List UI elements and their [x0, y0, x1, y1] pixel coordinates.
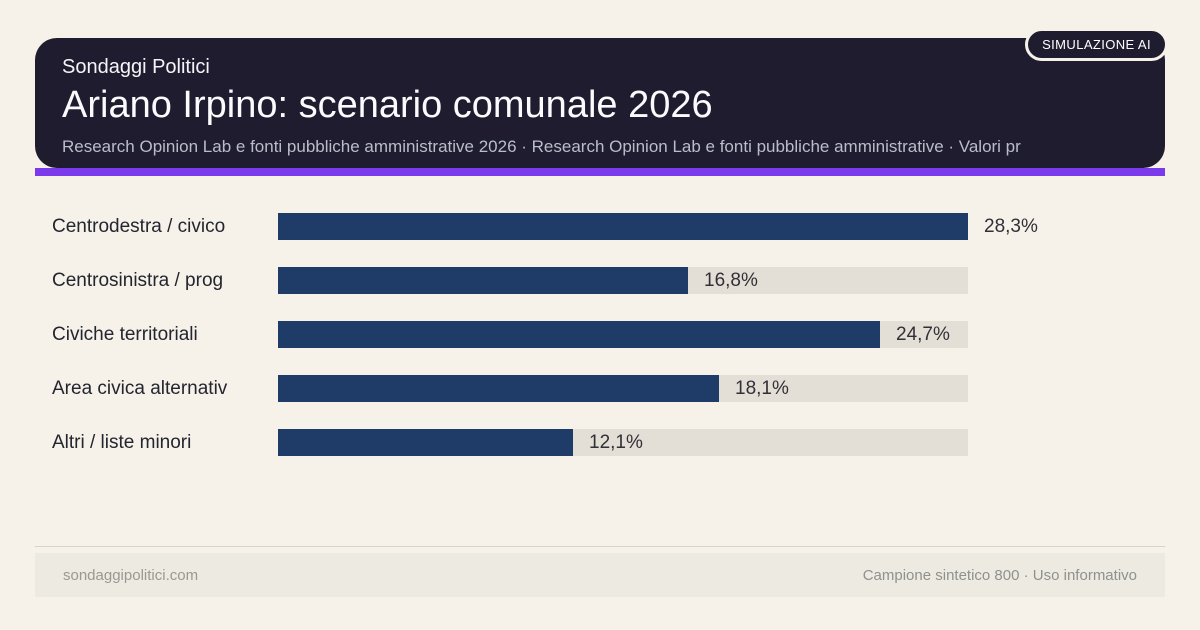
- footer: sondaggipolitici.com Campione sintetico …: [35, 546, 1165, 597]
- category-label: Area civica alternativ: [52, 378, 228, 399]
- bar-fill: [278, 321, 880, 348]
- chart-row: Altri / liste minori 12,1%: [0, 429, 1200, 456]
- simulation-badge: SIMULAZIONE AI: [1025, 28, 1168, 61]
- accent-divider: [35, 168, 1165, 176]
- category-label: Centrodestra / civico: [52, 216, 226, 237]
- category-label: Centrosinistra / prog: [52, 270, 224, 291]
- footer-band: sondaggipolitici.com Campione sintetico …: [35, 553, 1165, 597]
- value-label: 12,1%: [589, 432, 643, 453]
- bar-fill: [278, 375, 719, 402]
- category-label: Altri / liste minori: [52, 432, 192, 453]
- value-label: 28,3%: [984, 216, 1038, 237]
- bar-fill: [278, 429, 573, 456]
- chart-row: Centrosinistra / prog 16,8%: [0, 267, 1200, 294]
- bar-track: [278, 375, 968, 402]
- header-card: Sondaggi Politici Ariano Irpino: scenari…: [35, 38, 1165, 168]
- chart-row: Centrodestra / civico 28,3%: [0, 213, 1200, 240]
- bar-track: [278, 267, 968, 294]
- value-label: 18,1%: [735, 378, 789, 399]
- page-subtitle: Research Opinion Lab e fonti pubbliche a…: [62, 136, 1021, 156]
- value-label: 24,7%: [896, 324, 950, 345]
- bar-fill: [278, 267, 688, 294]
- footer-note: Campione sintetico 800 · Uso informativo: [862, 566, 1137, 584]
- brand-kicker: Sondaggi Politici: [62, 56, 210, 78]
- bar-track: [278, 321, 968, 348]
- chart-row: Area civica alternativ 18,1%: [0, 375, 1200, 402]
- bar-fill: [278, 213, 968, 240]
- category-label: Civiche territoriali: [52, 324, 198, 345]
- bar-track: [278, 429, 968, 456]
- bar-track: [278, 213, 968, 240]
- simulation-badge-label: SIMULAZIONE AI: [1042, 37, 1151, 52]
- page-title: Ariano Irpino: scenario comunale 2026: [62, 84, 713, 126]
- value-label: 16,8%: [704, 270, 758, 291]
- chart-row: Civiche territoriali 24,7%: [0, 321, 1200, 348]
- footer-site-url: sondaggipolitici.com: [63, 566, 199, 584]
- bar-chart: Centrodestra / civico 28,3% Centrosinistra…: [0, 213, 1200, 483]
